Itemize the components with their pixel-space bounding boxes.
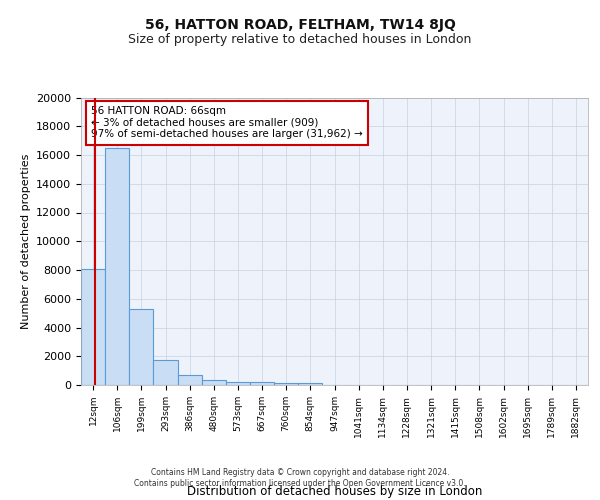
Bar — [274, 383, 298, 385]
Bar — [178, 375, 202, 385]
Bar — [105, 148, 129, 385]
Text: 56, HATTON ROAD, FELTHAM, TW14 8JQ: 56, HATTON ROAD, FELTHAM, TW14 8JQ — [145, 18, 455, 32]
Bar — [129, 309, 154, 385]
Bar — [226, 382, 250, 385]
Bar — [81, 268, 105, 385]
Y-axis label: Number of detached properties: Number of detached properties — [20, 154, 31, 329]
Text: Contains HM Land Registry data © Crown copyright and database right 2024.
Contai: Contains HM Land Registry data © Crown c… — [134, 468, 466, 487]
Bar — [202, 380, 226, 385]
Bar — [154, 360, 178, 385]
Bar — [298, 384, 322, 385]
Bar — [250, 382, 274, 385]
Text: 56 HATTON ROAD: 66sqm
← 3% of detached houses are smaller (909)
97% of semi-deta: 56 HATTON ROAD: 66sqm ← 3% of detached h… — [91, 106, 363, 140]
Text: Size of property relative to detached houses in London: Size of property relative to detached ho… — [128, 32, 472, 46]
X-axis label: Distribution of detached houses by size in London: Distribution of detached houses by size … — [187, 486, 482, 498]
